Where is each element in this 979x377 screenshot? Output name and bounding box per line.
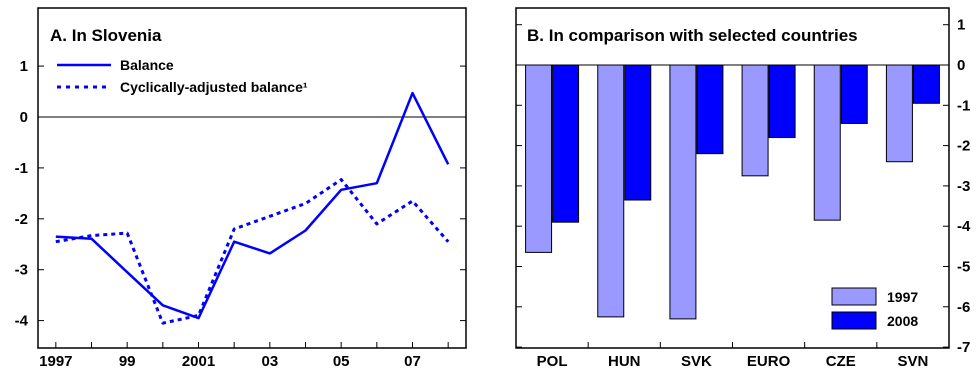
panel-a-legend: Balance Cyclically-adjusted balance¹ xyxy=(57,57,308,95)
x-tick-label: 03 xyxy=(261,353,278,370)
bar-hun-2008 xyxy=(625,65,651,200)
legend-label-balance: Balance xyxy=(120,57,174,73)
y-tick-label: -3 xyxy=(957,178,970,195)
bar-svn-2008 xyxy=(913,65,939,103)
bar-cze-2008 xyxy=(841,65,867,123)
y-tick-label: 1 xyxy=(957,17,965,34)
bar-svk-2008 xyxy=(697,65,723,154)
y-tick-label: -4 xyxy=(15,313,29,330)
x-tick-label: 1997 xyxy=(39,353,72,370)
panel-b-legend: 1997 2008 xyxy=(832,288,918,329)
legend-label-cyclically-adjusted: Cyclically-adjusted balance¹ xyxy=(120,79,308,95)
x-category-label: SVK xyxy=(681,353,712,370)
bar-svn-1997 xyxy=(886,65,912,162)
panel-b-title: B. In comparison with selected countries xyxy=(527,26,858,45)
y-tick-label: -2 xyxy=(15,211,28,228)
y-tick-label: 0 xyxy=(20,109,28,126)
bar-hun-1997 xyxy=(598,65,624,317)
legend-swatch-1997 xyxy=(832,288,876,305)
bar-svk-1997 xyxy=(670,65,696,319)
panel-a: A. In Slovenia 1 0 -1 -2 -3 -4 1997 99 2001 03 05… xyxy=(15,8,466,370)
y-tick-label: -6 xyxy=(957,299,970,316)
panel-a-series xyxy=(56,93,448,323)
x-tick-label: 2001 xyxy=(182,353,215,370)
x-tick-label: 05 xyxy=(333,353,350,370)
x-category-label: EURO xyxy=(747,353,791,370)
x-category-label: POL xyxy=(537,353,568,370)
x-category-label: HUN xyxy=(608,353,641,370)
bar-pol-2008 xyxy=(553,65,579,222)
legend-label-2008: 2008 xyxy=(887,313,918,329)
panel-a-y-axis: 1 0 -1 -2 -3 -4 xyxy=(15,58,466,330)
x-tick-label: 07 xyxy=(404,353,421,370)
series-line-cyclically-adjusted xyxy=(56,180,448,324)
x-category-label: CZE xyxy=(826,353,856,370)
x-category-label: SVN xyxy=(897,353,928,370)
panel-b-x-axis: POL HUN SVK EURO CZE SVN xyxy=(537,342,929,370)
y-tick-label: -7 xyxy=(957,339,970,356)
y-tick-label: 0 xyxy=(957,57,965,74)
y-tick-label: 1 xyxy=(20,58,28,75)
panel-b-frame xyxy=(516,8,949,348)
legend-swatch-2008 xyxy=(832,312,876,329)
bar-euro-2008 xyxy=(769,65,795,138)
bar-pol-1997 xyxy=(526,65,552,252)
panel-a-title: A. In Slovenia xyxy=(50,26,162,45)
y-tick-label: -1 xyxy=(15,160,28,177)
panel-a-frame xyxy=(38,8,466,348)
y-tick-label: -1 xyxy=(957,97,970,114)
panel-a-x-axis: 1997 99 2001 03 05 07 xyxy=(39,342,448,370)
x-tick-label: 99 xyxy=(119,353,136,370)
panel-b-bars xyxy=(526,65,940,319)
bar-euro-1997 xyxy=(742,65,768,176)
y-tick-label: -3 xyxy=(15,262,28,279)
y-tick-label: -4 xyxy=(957,218,971,235)
legend-label-1997: 1997 xyxy=(887,289,918,305)
y-tick-label: -5 xyxy=(957,259,970,276)
y-tick-label: -2 xyxy=(957,138,970,155)
series-line-balance xyxy=(56,93,448,318)
bar-cze-1997 xyxy=(814,65,840,220)
panel-b: B. In comparison with selected countries… xyxy=(516,8,971,370)
